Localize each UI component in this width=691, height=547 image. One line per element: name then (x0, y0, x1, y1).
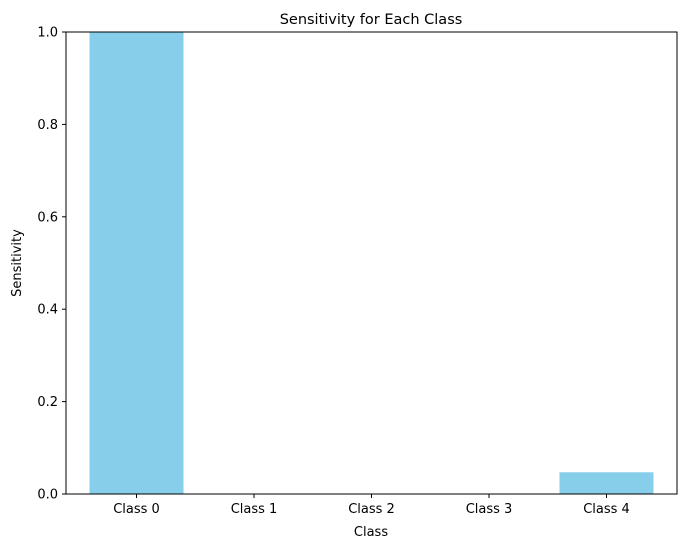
y-tick-label: 0.8 (37, 118, 58, 133)
x-tick-label: Class 0 (113, 502, 160, 517)
y-tick-label: 0.0 (37, 488, 58, 503)
plot-frame (65, 31, 678, 495)
x-axis-ticks: Class 0 Class 1 Class 2 Class 3 Class 4 (113, 494, 630, 517)
y-axis-label: Sensitivity (10, 229, 25, 297)
y-axis-ticks: 0.0 0.2 0.4 0.6 0.8 1.0 (37, 26, 66, 503)
y-tick-label: 0.4 (37, 303, 58, 318)
y-tick-label: 0.2 (37, 395, 58, 410)
bar-class-0 (89, 32, 184, 494)
chart-title: Sensitivity for Each Class (280, 12, 463, 28)
y-tick-label: 0.6 (37, 210, 58, 225)
bars-group (89, 32, 654, 494)
x-tick-label: Class 1 (231, 502, 278, 517)
bar-class-4 (559, 472, 654, 494)
x-tick-label: Class 4 (583, 502, 630, 517)
x-axis-label: Class (354, 525, 388, 540)
y-tick-label: 1.0 (37, 26, 58, 41)
x-tick-label: Class 3 (466, 502, 513, 517)
x-tick-label: Class 2 (348, 502, 395, 517)
